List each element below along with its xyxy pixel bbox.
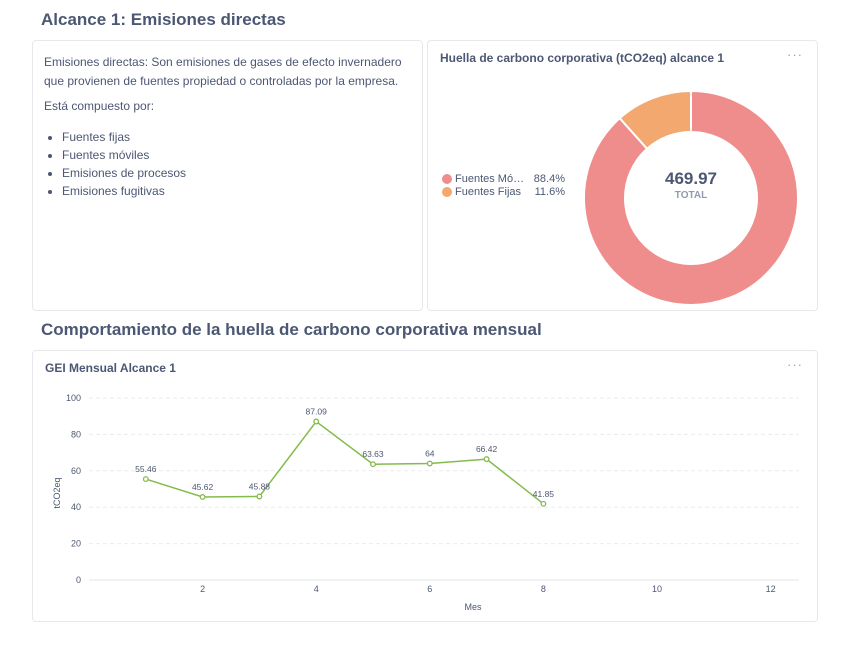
legend-percentage: 11.6% (534, 185, 565, 198)
data-label: 66.42 (476, 444, 498, 454)
donut-slice-fuentes-fijas[interactable] (618, 89, 692, 151)
data-point[interactable] (142, 476, 149, 483)
data-label: 64 (425, 449, 435, 459)
list-item: Fuentes móviles (62, 146, 411, 164)
x-tick-label: 12 (766, 584, 776, 594)
more-options-icon[interactable]: ··· (787, 47, 803, 62)
x-tick-label: 4 (314, 584, 319, 594)
x-tick-label: 10 (652, 584, 662, 594)
donut-chart-card: Huella de carbono corporativa (tCO2eq) a… (427, 40, 818, 311)
x-axis-label: Mes (464, 602, 482, 612)
donut-slice-fuentes-moviles[interactable] (583, 89, 799, 306)
x-tick-label: 6 (427, 584, 432, 594)
y-tick-label: 0 (76, 575, 81, 585)
data-point[interactable] (483, 456, 490, 463)
more-options-icon[interactable]: ··· (787, 357, 803, 372)
composition-intro: Está compuesto por: (44, 99, 155, 113)
data-label: 41.85 (533, 489, 555, 499)
section-title-scope: Alcance 1: Emisiones directas (41, 10, 286, 29)
data-point[interactable] (426, 460, 433, 467)
composition-list: Fuentes fijas Fuentes móviles Emisiones … (44, 128, 411, 200)
legend-percentage: 88.4% (533, 172, 565, 185)
legend-dot-moviles (442, 173, 452, 184)
data-label: 55.46 (135, 464, 157, 474)
data-point[interactable] (199, 494, 206, 500)
x-tick-label: 8 (541, 584, 546, 594)
series-line (145, 420, 544, 505)
donut-card-title[interactable]: Huella de carbono corporativa (tCO2eq) a… (440, 51, 725, 65)
donut-legend: Fuentes Móv... 88.4% Fuentes Fijas 11.6% (442, 172, 565, 198)
section-title-monthly: Comportamiento de la huella de carbono c… (41, 320, 542, 339)
y-tick-label: 100 (66, 393, 81, 403)
y-tick-label: 20 (71, 539, 81, 549)
description-card: Emisiones directas: Son emisiones de gas… (32, 40, 423, 311)
y-tick-label: 80 (71, 429, 81, 439)
y-tick-label: 40 (71, 502, 81, 512)
description-paragraph: Emisiones directas: Son emisiones de gas… (44, 55, 402, 88)
y-axis-label: tCO2eq (52, 477, 62, 508)
list-item: Emisiones fugitivas (62, 182, 411, 200)
legend-item-fuentes-fijas[interactable]: Fuentes Fijas 11.6% (442, 185, 565, 198)
donut-total-label: TOTAL (675, 190, 707, 201)
legend-dot-fijas (442, 186, 452, 197)
list-item: Emisiones de procesos (62, 164, 411, 182)
data-label: 63.63 (362, 449, 384, 459)
data-point[interactable] (540, 500, 547, 507)
legend-item-fuentes-moviles[interactable]: Fuentes Móv... 88.4% (442, 172, 565, 185)
line-chart: 0 20 40 60 80 100 2 4 6 8 10 12 55.46 45.62 45.88 87.0… (52, 393, 799, 612)
list-item: Fuentes fijas (62, 128, 411, 146)
donut-chart: 469.97 TOTAL (583, 89, 799, 306)
data-point[interactable] (313, 418, 320, 425)
line-chart-card: GEI Mensual Alcance 1 ··· 0 20 40 60 80 100 2 4… (32, 350, 818, 622)
data-point[interactable] (370, 461, 376, 468)
data-point[interactable] (256, 493, 263, 500)
line-card-title[interactable]: GEI Mensual Alcance 1 (45, 361, 176, 375)
data-label: 45.88 (249, 481, 271, 491)
y-tick-label: 60 (71, 466, 81, 476)
donut-total-value: 469.97 (665, 169, 717, 188)
data-label: 87.09 (306, 406, 328, 416)
x-tick-label: 2 (200, 584, 205, 594)
data-label: 45.62 (192, 482, 214, 492)
